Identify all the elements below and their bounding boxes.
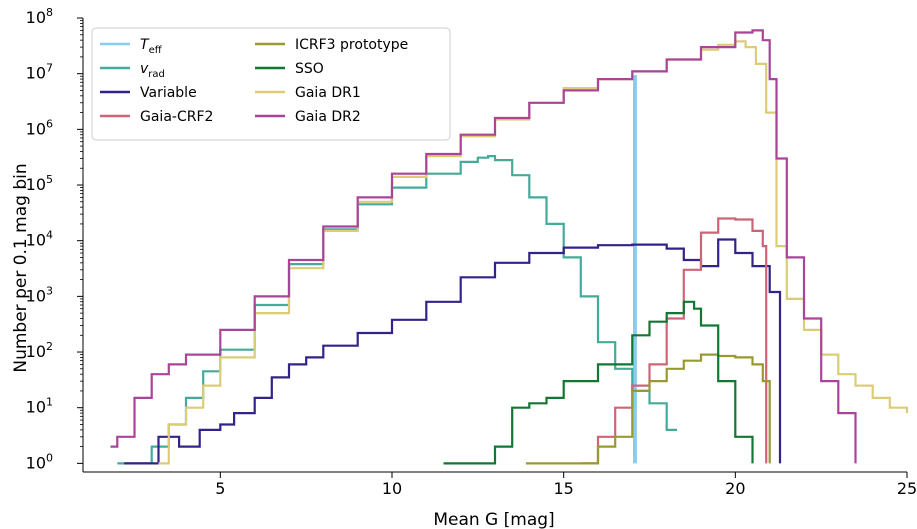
y-tick-label-5: 105: [26, 173, 53, 194]
legend-label-1: vrad: [140, 61, 165, 80]
x-axis-label: Mean G [mag]: [433, 510, 554, 529]
x-tick-label-2: 15: [553, 479, 573, 498]
legend-label-6: Gaia DR1: [295, 85, 361, 101]
y-tick-label-0: 100: [26, 451, 53, 472]
legend-label-5: SSO: [295, 61, 324, 77]
y-tick-label-8: 108: [26, 6, 53, 27]
series-line-5: [443, 300, 754, 465]
y-tick-label-2: 102: [26, 340, 53, 361]
legend: Teff vrad Variable Gaia-CRF2 ICRF3 prototype…: [91, 27, 451, 141]
series-group: [110, 29, 909, 465]
y-tick-label-3: 103: [26, 284, 53, 305]
series-line-7: [110, 29, 857, 464]
x-tick-label-0: 5: [215, 479, 225, 498]
series-line-3: [580, 217, 768, 465]
legend-label-3: Gaia-CRF2: [140, 109, 213, 125]
legend-label-2: Variable: [140, 85, 197, 101]
series-line-0: [633, 75, 637, 464]
x-tick-label-4: 25: [897, 479, 917, 498]
y-axis-label: Number per 0.1 mag bin: [11, 163, 31, 372]
axes: 5 10 15 20 25 100 101 102 103 104 105 106 107 108: [26, 6, 917, 498]
series-line-2: [124, 238, 782, 465]
legend-label-4: ICRF3 prototype: [295, 37, 408, 53]
y-tick-label-7: 107: [26, 62, 53, 83]
legend-label-0: Teff: [140, 37, 163, 56]
y-tick-label-6: 106: [26, 117, 53, 138]
y-tick-label-4: 104: [26, 229, 53, 250]
series-line-1: [117, 155, 677, 465]
legend-label-7: Gaia DR2: [295, 109, 361, 125]
x-tick-label-3: 20: [725, 479, 745, 498]
legend-box: [91, 27, 451, 141]
series-line-4: [525, 353, 771, 465]
y-tick-label-1: 101: [26, 396, 53, 417]
x-tick-label-1: 10: [382, 479, 402, 498]
